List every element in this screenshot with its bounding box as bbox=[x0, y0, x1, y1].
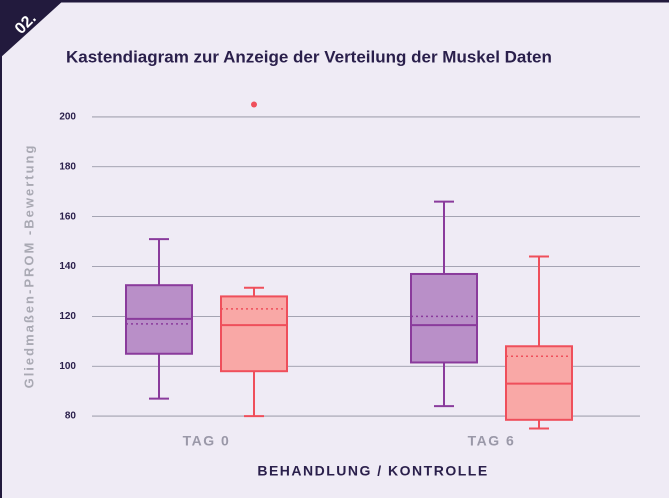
y-tick-label: 120 bbox=[59, 311, 76, 322]
x-tick-label: TAG 0 bbox=[183, 433, 231, 449]
y-tick-label: 200 bbox=[59, 112, 76, 123]
y-tick-label: 160 bbox=[59, 211, 76, 222]
y-axis-title: Gliedmaßen-PROM -Bewertung bbox=[21, 144, 36, 389]
box bbox=[220, 295, 288, 373]
x-axis-title: BEHANDLUNG / KONTROLLE bbox=[257, 463, 488, 479]
corner-badge bbox=[0, 0, 64, 58]
box bbox=[410, 272, 478, 364]
y-tick-label: 180 bbox=[59, 161, 76, 172]
outlier bbox=[251, 101, 257, 108]
chart-title: Kastendiagram zur Anzeige der Verteilung… bbox=[66, 47, 552, 66]
y-tick-label: 80 bbox=[65, 411, 77, 422]
x-tick-label: TAG 6 bbox=[468, 433, 516, 449]
y-tick-label: 100 bbox=[59, 361, 76, 372]
y-tick-label: 140 bbox=[59, 261, 76, 272]
